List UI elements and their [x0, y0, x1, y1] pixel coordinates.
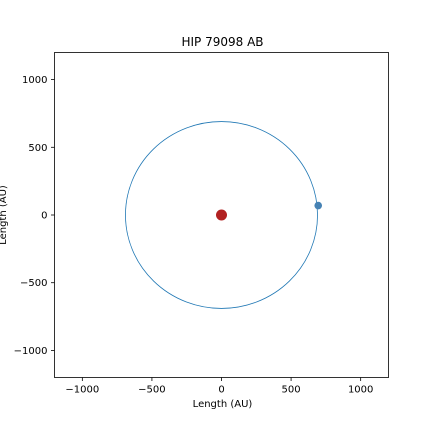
- primary-star-point: [216, 209, 227, 221]
- x-axis-label: Length (AU): [193, 399, 253, 410]
- plot-frame: [54, 52, 389, 378]
- x-tick-label: 0: [218, 385, 224, 396]
- x-tick-label: 1000: [348, 385, 373, 396]
- y-tick-label: 500: [28, 143, 47, 154]
- orbit-path: [125, 121, 318, 309]
- y-axis-ticks: −1000 −500 0 500 1000: [14, 75, 55, 357]
- x-axis-ticks: −1000 −500 0 500 1000: [65, 377, 373, 396]
- y-axis-label: Length (AU): [0, 185, 9, 245]
- y-tick-label: 1000: [22, 75, 47, 86]
- x-tick-label: −1000: [65, 385, 99, 396]
- y-tick-label: 0: [41, 211, 47, 222]
- chart-title: HIP 79098 AB: [181, 35, 263, 49]
- y-tick-label: −500: [20, 278, 47, 289]
- x-tick-label: −500: [138, 385, 165, 396]
- y-tick-label: −1000: [14, 346, 48, 357]
- plot-area: [125, 121, 323, 309]
- companion-star-point: [314, 201, 323, 210]
- x-tick-label: 500: [282, 385, 301, 396]
